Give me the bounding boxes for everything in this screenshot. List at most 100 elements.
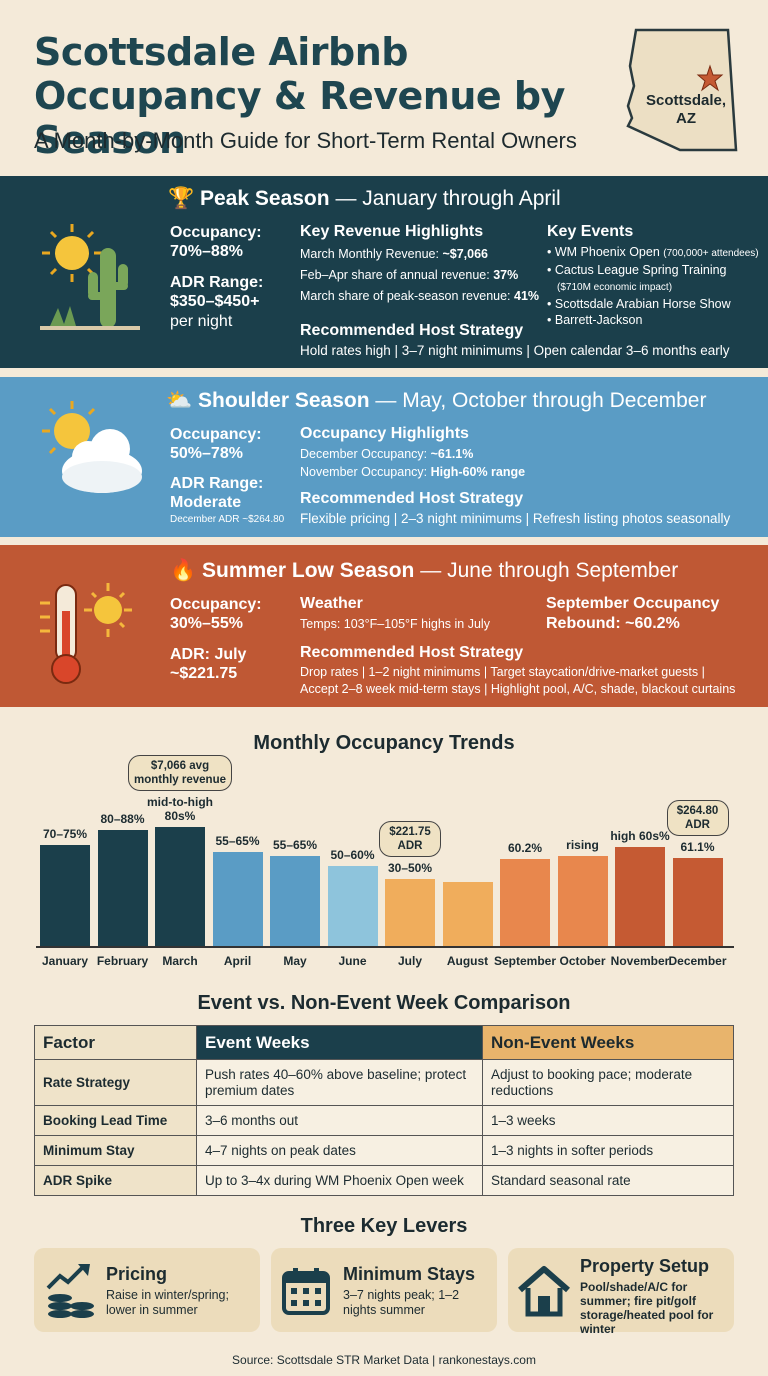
shoulder-highlights-title: Occupancy Highlights [300, 425, 469, 442]
chart-coins-icon [46, 1264, 94, 1318]
month-label: December [668, 954, 727, 968]
summer-strategy-line: Drop rates | 1–2 night minimums | Target… [300, 665, 705, 679]
bar-label: 70–75% [42, 826, 88, 841]
peak-highlight: Feb–Apr share of annual revenue: 37% [300, 268, 519, 282]
month-label: April [223, 954, 252, 968]
shoulder-occupancy-label: Occupancy: [170, 426, 262, 443]
bar-april [212, 851, 263, 946]
lever-text: Pool/shade/A/C for summer; fire pit/golf… [580, 1280, 714, 1336]
peak-season-title: 🏆 Peak Season — January through April [168, 187, 561, 210]
bar-february [97, 830, 148, 946]
month-label: February [96, 954, 149, 968]
peak-events-list: WM Phoenix Open (700,000+ attendees) Cac… [547, 244, 767, 328]
lever-text: Raise in winter/spring; lower in summer [106, 1288, 229, 1317]
peak-strategy-title: Recommended Host Strategy [300, 322, 524, 339]
bar-label: 55–65% [272, 838, 318, 853]
bar-august [442, 882, 493, 946]
thermometer-sun-icon [40, 583, 132, 684]
month-label: September [493, 954, 557, 968]
peak-highlights-title: Key Revenue Highlights [300, 223, 484, 240]
lever-pricing: Pricing Raise in winter/spring; lower in… [34, 1248, 260, 1332]
bar-label: mid-to-high 80s% [147, 795, 213, 824]
summer-occupancy-value: 30%–55% [170, 615, 243, 632]
house-icon [518, 1266, 570, 1317]
chart-title: Monthly Occupancy Trends [253, 732, 515, 754]
map-label: Scottsdale, AZ [645, 92, 727, 127]
summer-weather: Temps: 103°F–105°F highs in July [300, 617, 490, 631]
fire-icon: 🔥 [170, 559, 197, 582]
summer-strategy-line: Accept 2–8 week mid-term stays | Highlig… [300, 682, 736, 696]
bar-label: 61.1% [680, 839, 715, 854]
bar-july [385, 879, 435, 946]
table-cell: Minimum Stay [34, 1135, 197, 1166]
lever-property-setup: Property Setup Pool/shade/A/C for summer… [508, 1248, 734, 1336]
callout-december: $264.80 ADR [666, 799, 729, 836]
table-cell: Rate Strategy [34, 1059, 197, 1106]
table-row: Minimum Stay 4–7 nights on peak dates 1–… [34, 1135, 734, 1166]
summer-season-title: 🔥 Summer Low Season — June through Septe… [170, 559, 679, 582]
peak-adr-label: ADR Range: [170, 274, 264, 291]
table-cell: 1–3 weeks [482, 1105, 734, 1136]
peak-highlight: March Monthly Revenue: ~$7,066 [300, 247, 488, 261]
lever-title: Pricing [106, 1264, 168, 1284]
table-row: ADR Spike Up to 3–4x during WM Phoenix O… [34, 1165, 734, 1196]
header-cell: Event Weeks [196, 1025, 483, 1060]
table-cell: ADR Spike [34, 1165, 197, 1196]
month-label: May [283, 954, 307, 968]
event-item: Cactus League Spring Training($710M econ… [547, 262, 767, 296]
bar-label: 80–88% [100, 812, 145, 826]
table-cell: Adjust to booking pace; moderate reducti… [482, 1059, 734, 1106]
sun-cactus-icon [40, 224, 140, 330]
month-label: November [610, 954, 670, 968]
month-label: July [397, 954, 422, 968]
table-cell: Up to 3–4x during WM Phoenix Open week [196, 1165, 483, 1196]
bar-march [155, 827, 205, 946]
comparison-title: Event vs. Non-Event Week Comparison [197, 992, 571, 1014]
peak-strategy: Hold rates high | 3–7 night minimums | O… [300, 343, 730, 358]
peak-occupancy-label: Occupancy: [170, 224, 262, 241]
event-item: WM Phoenix Open (700,000+ attendees) [547, 244, 767, 262]
table-cell: 1–3 nights in softer periods [482, 1135, 734, 1166]
summer-strategy-title: Recommended Host Strategy [300, 644, 524, 661]
month-label: January [41, 954, 89, 968]
event-item: Scottsdale Arabian Horse Show [547, 296, 767, 312]
shoulder-adr-value: Moderate [170, 494, 242, 511]
page-subtitle: A Month-by-Month Guide for Short-Term Re… [34, 128, 577, 153]
bar-june [327, 866, 378, 946]
chart-baseline [36, 946, 734, 948]
bar-label: 55–65% [215, 833, 260, 848]
table-cell: 3–6 months out [196, 1105, 483, 1136]
september-occupancy-title: September Occupancy [546, 595, 720, 612]
bar-label: high 60s% [610, 829, 670, 844]
source-footer: Source: Scottsdale STR Market Data | ran… [232, 1353, 536, 1367]
shoulder-strategy: Flexible pricing | 2–3 night minimums | … [300, 511, 731, 526]
lever-minimum-stays: Minimum Stays 3–7 nights peak; 1–2 night… [271, 1248, 497, 1332]
shoulder-adr-label: ADR Range: [170, 475, 264, 492]
bar-november [615, 847, 665, 946]
bar-label: 60.2% [507, 841, 543, 855]
levers-title: Three Key Levers [300, 1215, 468, 1237]
comparison-table: Factor Event Weeks Non-Event Weeks Rate … [34, 1025, 734, 1196]
shoulder-highlight: November Occupancy: High-60% range [300, 465, 526, 479]
table-cell: Push rates 40–60% above baseline; protec… [196, 1059, 483, 1106]
bar-may [270, 856, 320, 946]
lever-title: Property Setup [580, 1256, 710, 1276]
page-title: Scottsdale Airbnb Occupancy & Revenue by… [34, 30, 565, 162]
bar-september [500, 859, 550, 946]
peak-adr-value: $350–$450+ [170, 293, 260, 310]
trophy-icon: 🏆 [168, 187, 195, 210]
month-label: June [338, 954, 367, 968]
sun-cloud-icon [42, 401, 142, 493]
bar-label: 30–50% [387, 861, 433, 876]
arizona-map-icon [626, 28, 738, 152]
summer-adr-value: ~$221.75 [170, 665, 238, 682]
event-item: Barrett-Jackson [547, 312, 767, 328]
peak-highlight: March share of peak-season revenue: 41% [300, 289, 540, 303]
callout-march: $7,066 avg monthly revenue [128, 755, 232, 792]
peak-adr-unit: per night [170, 313, 233, 330]
table-cell: Booking Lead Time [34, 1105, 197, 1136]
bar-label: rising [566, 838, 599, 853]
shoulder-occupancy-value: 50%–78% [170, 445, 243, 462]
table-cell: Standard seasonal rate [482, 1165, 734, 1196]
peak-season-band: 🏆 Peak Season — January through April Oc… [0, 176, 768, 368]
